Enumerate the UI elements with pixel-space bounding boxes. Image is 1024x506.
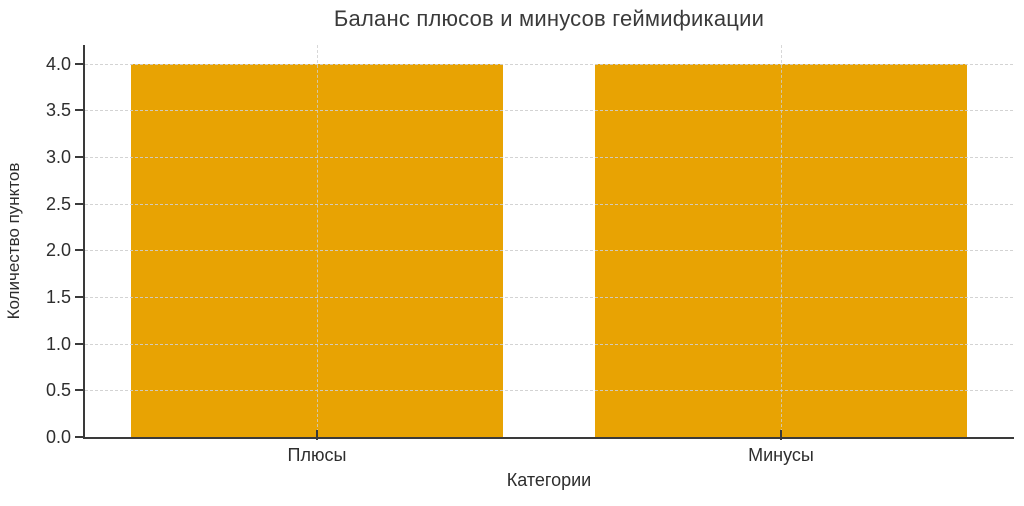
plot-area: 0.0 0.5 1.0 1.5 2.0 2.5 3.0 3.5 4.0 Плюсы Минусы (46, 45, 1013, 465)
y-tick-label: 0.5 (45, 380, 71, 401)
y-tick-label: 2.5 (45, 193, 71, 214)
y-tick-mark (75, 109, 84, 112)
y-tick-mark (75, 389, 84, 392)
y-gridline (85, 157, 1013, 158)
y-tick-label: 3.0 (45, 147, 71, 167)
y-tick-mark (75, 62, 84, 65)
x-tick-label: Плюсы (287, 445, 347, 465)
y-axis-title: Количество пунктов (4, 162, 23, 320)
x-tick-mark (780, 430, 782, 440)
y-tick-label: 2.0 (45, 240, 71, 261)
y-tick-mark (75, 202, 84, 205)
y-gridline (85, 250, 1013, 252)
y-gridline (85, 297, 1013, 298)
y-tick-label: 4.0 (45, 53, 71, 74)
y-gridline (85, 343, 1013, 345)
x-gridline (780, 45, 782, 437)
y-gridline (85, 203, 1013, 205)
y-tick-mark (75, 249, 84, 252)
y-tick-label: 0.0 (45, 427, 71, 447)
x-axis-spine (83, 437, 1014, 439)
y-tick-mark (75, 296, 84, 298)
x-axis-title: Категории (506, 470, 592, 490)
y-tick-mark (75, 342, 84, 345)
y-tick-mark (75, 156, 84, 158)
y-axis-spine (83, 45, 85, 439)
y-tick-label: 1.0 (45, 333, 71, 354)
x-tick-mark (316, 430, 318, 440)
x-tick-label: Минусы (748, 445, 814, 465)
y-tick-label: 1.5 (45, 287, 71, 307)
chart-title: Баланс плюсов и минусов геймификации (333, 6, 765, 31)
y-tick-label: 3.5 (45, 100, 71, 121)
y-gridline (85, 390, 1013, 392)
y-tick-mark (75, 436, 84, 438)
y-gridline (85, 110, 1013, 112)
y-gridline (85, 63, 1013, 65)
x-gridline (316, 45, 318, 437)
